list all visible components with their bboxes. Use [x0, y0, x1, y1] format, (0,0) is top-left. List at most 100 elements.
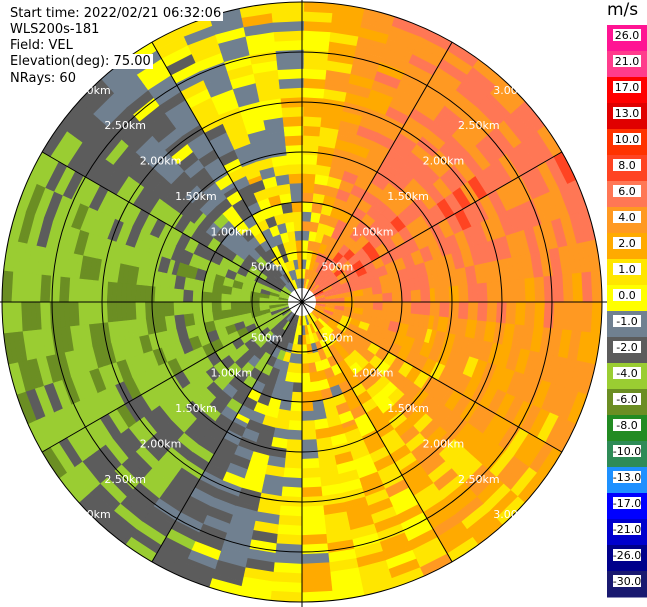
radar-gate	[252, 252, 262, 261]
radar-gate	[287, 317, 293, 323]
radar-gate	[206, 185, 222, 200]
radar-gate	[247, 337, 257, 347]
radar-gate	[313, 282, 319, 289]
radar-gate	[31, 418, 51, 450]
radar-gate	[50, 220, 63, 250]
radar-gate	[11, 300, 18, 333]
radar-gate	[222, 115, 245, 129]
radar-gate	[147, 74, 175, 94]
radar-gate	[206, 161, 225, 175]
radar-gate	[247, 41, 277, 51]
radar-gate	[412, 541, 443, 560]
radar-gate	[375, 132, 397, 146]
radar-gate	[321, 285, 327, 291]
radar-gate	[34, 185, 51, 217]
radar-gate	[77, 460, 101, 488]
radar-gate	[255, 286, 262, 294]
radar-gate	[181, 385, 196, 401]
radar-gate	[401, 124, 424, 142]
radar-gate	[39, 187, 55, 219]
radar-gate	[45, 353, 58, 383]
radar-gate	[210, 340, 220, 353]
radar-gate	[241, 241, 252, 252]
radar-gate	[502, 258, 511, 282]
radar-gate	[158, 286, 165, 302]
radar-gate	[315, 319, 322, 326]
radar-gate	[336, 284, 343, 291]
radar-gate	[379, 401, 395, 415]
radar-gate	[299, 315, 302, 322]
radar-gate	[87, 232, 99, 258]
radar-gate	[322, 396, 335, 405]
radar-gate	[247, 174, 264, 185]
radar-gate	[261, 206, 274, 216]
radar-gate	[107, 320, 116, 343]
radar-gate	[511, 400, 529, 428]
radar-gate	[237, 440, 255, 452]
radar-gate	[234, 358, 245, 370]
radar-gate	[111, 219, 125, 242]
radar-gate	[470, 436, 491, 460]
radar-gate	[408, 151, 428, 169]
radar-gate	[325, 224, 336, 233]
radar-gate	[101, 387, 117, 412]
radar-gate	[357, 421, 374, 434]
radar-gate	[413, 174, 431, 192]
radar-gate	[394, 88, 421, 105]
radar-gate	[153, 364, 166, 384]
radar-gate	[287, 424, 302, 431]
radar-gate	[437, 475, 462, 496]
radar-gate	[301, 439, 317, 446]
radar-gate	[372, 79, 399, 94]
radar-gate	[277, 313, 283, 319]
radar-gate	[566, 391, 584, 425]
radar-gate	[82, 118, 106, 146]
radar-gate	[405, 223, 419, 239]
radar-gate	[317, 311, 323, 317]
radar-gate	[371, 178, 387, 191]
radar-gate	[374, 347, 385, 359]
radar-gate	[365, 383, 379, 396]
radar-gate	[266, 189, 280, 198]
radar-gate	[168, 139, 189, 157]
radar-gate	[371, 309, 378, 319]
radar-gate	[309, 318, 314, 324]
radar-gate	[457, 158, 477, 181]
radar-gate	[527, 408, 546, 438]
radar-gate	[252, 342, 261, 352]
radar-gate	[407, 475, 431, 493]
radar-gate	[129, 246, 140, 267]
radar-gate	[520, 173, 538, 201]
radar-gate	[146, 145, 167, 166]
radar-gate	[135, 134, 157, 156]
radar-gate	[3, 330, 14, 365]
radar-gate	[479, 362, 493, 385]
radar-gate	[110, 240, 122, 263]
radar-gate	[73, 228, 86, 255]
radar-gate	[336, 219, 348, 229]
radar-gate	[40, 157, 60, 188]
radar-gate	[330, 388, 343, 398]
radar-gate	[87, 393, 105, 419]
radar-gate	[564, 359, 578, 391]
radar-gate	[208, 83, 235, 98]
radar-gate	[386, 222, 399, 236]
radar-gate	[375, 70, 403, 86]
radar-gate	[381, 284, 388, 295]
radar-gate	[555, 357, 568, 388]
radar-gate	[442, 413, 461, 434]
radar-gate	[351, 341, 360, 351]
radar-gate	[157, 493, 183, 513]
radar-gate	[111, 361, 124, 384]
radar-gate	[283, 125, 304, 132]
radar-gate	[358, 569, 391, 583]
radar-gate	[437, 331, 447, 349]
radar-gate	[302, 77, 327, 85]
range-ring-label: 2.50km	[104, 119, 146, 132]
radar-gate	[166, 446, 188, 464]
radar-gate	[231, 253, 241, 264]
radar-gate	[342, 287, 349, 294]
radar-gate	[552, 302, 560, 331]
radar-gate	[226, 308, 233, 318]
radar-gate	[441, 367, 455, 387]
